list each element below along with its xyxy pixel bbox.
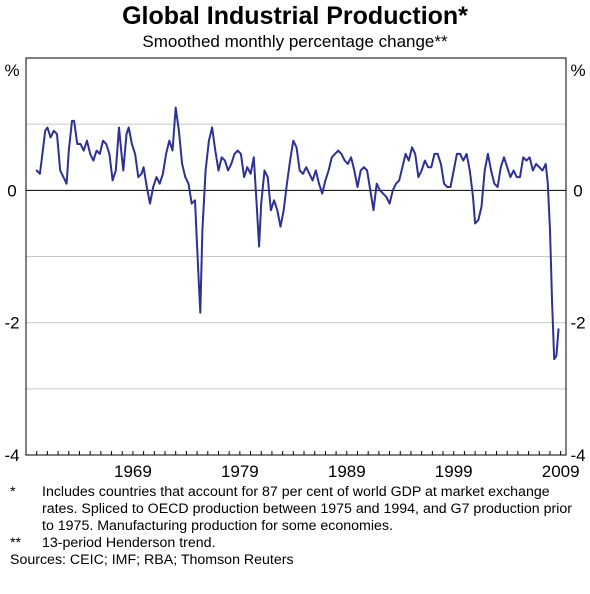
x-axis-tick-labels: 1969 1979 1989 1999 2009 bbox=[114, 462, 580, 481]
sources: Sources: CEIC; IMF; RBA; Thomson Reuters bbox=[10, 552, 585, 569]
footnote-1-marker: * bbox=[10, 484, 16, 500]
x-tick-label: 1979 bbox=[221, 462, 259, 481]
y-tick-label-right: -2 bbox=[570, 314, 585, 333]
y-axis-unit-left: % bbox=[4, 61, 19, 80]
footnote-2: ** 13-period Henderson trend. bbox=[10, 535, 585, 552]
footnote-1: * Includes countries that account for 87… bbox=[10, 484, 585, 535]
x-tick-label: 1989 bbox=[328, 462, 366, 481]
y-tick-label-left: 0 bbox=[7, 181, 16, 200]
footnote-2-text: 13-period Henderson trend. bbox=[42, 535, 216, 551]
gridlines bbox=[26, 123, 566, 390]
y-tick-label-right: -4 bbox=[570, 446, 585, 465]
x-tick-label: 2009 bbox=[542, 462, 580, 481]
x-tick-label: 1969 bbox=[114, 462, 152, 481]
y-tick-label-left: -2 bbox=[4, 314, 19, 333]
plot-frame bbox=[25, 57, 567, 456]
footnotes: * Includes countries that account for 87… bbox=[10, 484, 585, 569]
x-axis-ticks bbox=[36, 451, 562, 455]
x-tick-label: 1999 bbox=[435, 462, 473, 481]
chart-subtitle: Smoothed monthly percentage change** bbox=[142, 32, 448, 51]
footnote-2-marker: ** bbox=[10, 535, 22, 551]
y-tick-label-right: 0 bbox=[573, 181, 582, 200]
y-tick-label-left: -4 bbox=[4, 446, 19, 465]
chart-title: Global Industrial Production* bbox=[122, 2, 468, 30]
sources-text: Sources: CEIC; IMF; RBA; Thomson Reuters bbox=[10, 552, 294, 568]
y-axis-unit-right: % bbox=[570, 61, 585, 80]
footnote-1-text: Includes countries that account for 87 p… bbox=[42, 484, 573, 534]
series-line bbox=[35, 106, 560, 361]
y-axis-tick-labels: 0 0 -2 -2 -4 -4 bbox=[4, 181, 585, 465]
